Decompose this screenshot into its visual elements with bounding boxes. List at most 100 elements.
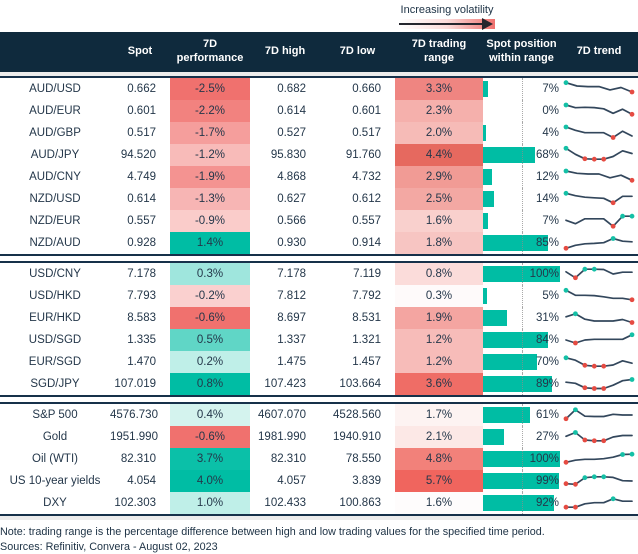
- midrange-guide-line: [521, 404, 523, 426]
- header-separator: [0, 72, 638, 78]
- low-marker-dot: [601, 438, 607, 444]
- sparkline-7d-trend: [565, 332, 635, 346]
- trend-7d-cell: [560, 166, 638, 188]
- high-marker-dot: [563, 124, 569, 130]
- spot-position-cell: 4%: [483, 122, 560, 144]
- spot-position-bar: [483, 332, 548, 348]
- table-row: Oil (WTI) 82.310 3.7% 82.310 78.550 4.8% 100%: [0, 448, 638, 470]
- low-7d-value: 100.863: [339, 497, 381, 509]
- table-bottom-rule: [0, 514, 638, 520]
- spot-position-label: 84%: [535, 334, 559, 346]
- low-marker-dot: [591, 363, 597, 369]
- high-7d-value: 1981.990: [258, 431, 306, 443]
- table-header-row: Spot 7D performance 7D high 7D low 7D tradin…: [0, 32, 638, 72]
- midrange-guide-line: [521, 122, 523, 144]
- high-marker-dot: [629, 332, 635, 338]
- spot-position-label: 0%: [542, 105, 559, 117]
- low-marker-dot: [629, 297, 635, 303]
- spot-position-bar: [483, 81, 489, 97]
- perf-7d-cell: 0.4%: [170, 404, 250, 426]
- perf-7d-cell: -0.2%: [170, 285, 250, 307]
- low-7d-value: 4.732: [352, 171, 381, 183]
- high-marker-dot: [573, 407, 578, 413]
- high-marker-dot: [563, 145, 569, 151]
- row-label: EUR/HKD: [29, 312, 81, 324]
- high-marker-dot: [620, 452, 625, 457]
- perf-7d-cell: 0.2%: [170, 351, 250, 373]
- trading-range-cell: 2.5%: [395, 188, 483, 210]
- perf-7d-cell: 3.7%: [170, 448, 250, 470]
- midrange-guide-line: [521, 188, 523, 210]
- trading-range-cell: 1.7%: [395, 404, 483, 426]
- row-label: NZD/EUR: [29, 215, 81, 227]
- trend-7d-cell: [560, 307, 638, 329]
- low-marker-dot: [629, 177, 635, 183]
- midrange-guide-line: [521, 263, 523, 285]
- sparkline-7d-trend: [563, 236, 633, 251]
- spot-position-cell: 68%: [483, 144, 560, 166]
- trading-range-cell: 0.8%: [395, 263, 483, 285]
- high-marker-dot: [610, 236, 616, 241]
- trading-range-cell: 2.9%: [395, 166, 483, 188]
- spot-position-cell: 70%: [483, 351, 560, 373]
- trend-7d-cell: [560, 426, 638, 448]
- spot-position-cell: 0%: [483, 100, 560, 122]
- spot-position-label: 14%: [535, 193, 559, 205]
- spot-position-label: 100%: [529, 453, 559, 465]
- low-7d-value: 0.660: [352, 83, 381, 95]
- low-marker-dot: [563, 245, 569, 251]
- spot-value: 7.793: [127, 290, 156, 302]
- table-row: NZD/EUR 0.557 -0.9% 0.566 0.557 1.6% 7%: [0, 210, 638, 232]
- perf-7d-cell: -0.6%: [170, 307, 250, 329]
- high-7d-value: 95.830: [270, 149, 306, 161]
- spot-value: 0.928: [127, 237, 156, 249]
- spot-position-label: 4%: [542, 127, 559, 139]
- high-7d-value: 0.682: [277, 83, 306, 95]
- low-marker-dot: [563, 459, 569, 465]
- table-row: USD/HKD 7.793 -0.2% 7.812 7.792 0.3% 5%: [0, 285, 638, 307]
- trend-7d-cell: [560, 210, 638, 232]
- trading-range-cell: 1.2%: [395, 351, 483, 373]
- low-marker-dot: [591, 438, 597, 444]
- spot-value: 107.019: [114, 378, 156, 390]
- low-marker-dot: [582, 385, 588, 391]
- spot-value: 1.335: [127, 334, 156, 346]
- trading-range-cell: 2.0%: [395, 122, 483, 144]
- spot-position-cell: 7%: [483, 78, 560, 100]
- midrange-guide-line: [521, 210, 523, 232]
- sparkline-7d-trend: [563, 287, 635, 303]
- column-header-7d-low: 7D low: [339, 45, 376, 58]
- low-7d-value: 8.531: [352, 312, 381, 324]
- high-7d-value: 4607.070: [258, 409, 306, 421]
- trading-range-cell: 1.6%: [395, 492, 483, 514]
- column-header-spot: Spot: [127, 45, 153, 58]
- row-label: EUR/SGD: [28, 356, 82, 368]
- high-7d-value: 107.423: [264, 378, 306, 390]
- trend-7d-cell: [560, 263, 638, 285]
- spot-position-label: 7%: [542, 215, 559, 227]
- row-label: Gold: [42, 431, 68, 443]
- trading-range-cell: 3.6%: [395, 373, 483, 395]
- spot-value: 94.520: [120, 149, 156, 161]
- spot-position-bar: [483, 376, 552, 392]
- trend-7d-cell: [560, 351, 638, 373]
- footer: Note: trading range is the percentage di…: [0, 525, 638, 554]
- high-7d-value: 1.475: [277, 356, 306, 368]
- midrange-guide-line: [521, 232, 523, 254]
- spot-position-cell: 99%: [483, 470, 560, 492]
- low-marker-dot: [610, 223, 616, 229]
- low-7d-value: 3.839: [352, 475, 381, 487]
- low-marker-dot: [582, 362, 588, 368]
- spot-position-bar: [483, 407, 530, 423]
- perf-7d-cell: 0.8%: [170, 373, 250, 395]
- sparkline-7d-trend: [563, 451, 635, 465]
- low-marker-dot: [582, 156, 588, 162]
- spot-value: 1.470: [127, 356, 156, 368]
- table-row: EUR/HKD 8.583 -0.6% 8.697 8.531 1.9% 31%: [0, 307, 638, 329]
- midrange-guide-line: [521, 470, 523, 492]
- group-divider: [0, 254, 638, 263]
- high-marker-dot: [563, 287, 569, 293]
- high-7d-value: 0.566: [277, 215, 306, 227]
- spot-position-bar: [483, 495, 554, 511]
- trading-range-cell: 1.8%: [395, 232, 483, 254]
